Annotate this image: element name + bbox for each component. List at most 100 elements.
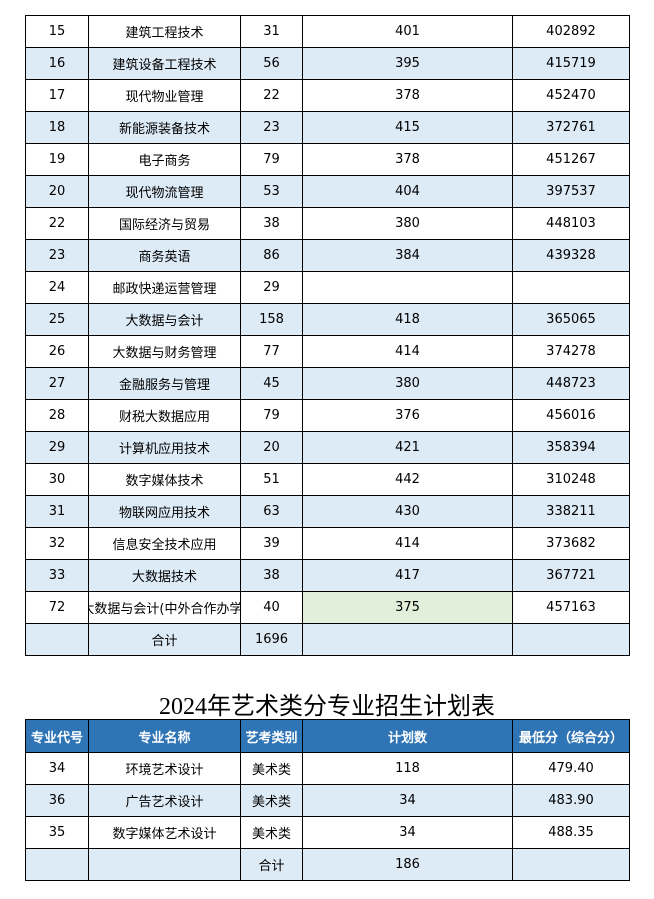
table-cell: 415719 (512, 47, 630, 80)
table-cell (302, 623, 513, 656)
table-cell: 24 (25, 271, 89, 304)
table-cell: 建筑工程技术 (88, 15, 241, 48)
table-cell: 338211 (512, 495, 630, 528)
table-cell: 大数据技术 (88, 559, 241, 592)
header-cell: 最低分（综合分） (512, 719, 630, 753)
table-cell: 35 (25, 816, 89, 849)
table-cell: 372761 (512, 111, 630, 144)
table-cell: 380 (302, 367, 513, 400)
table-cell (25, 623, 89, 656)
table-cell: 美术类 (240, 816, 303, 849)
table-cell: 452470 (512, 79, 630, 112)
table-cell: 118 (302, 752, 513, 785)
table-cell: 31 (25, 495, 89, 528)
table-cell: 483.90 (512, 784, 630, 817)
table-cell: 79 (240, 143, 303, 176)
table-cell: 376 (302, 399, 513, 432)
header-cell: 计划数 (302, 719, 513, 753)
table-cell: 395 (302, 47, 513, 80)
table-cell: 439328 (512, 239, 630, 272)
table-cell: 430 (302, 495, 513, 528)
table-cell: 38 (240, 207, 303, 240)
header-cell: 专业代号 (25, 719, 89, 753)
table-cell: 72 (25, 591, 89, 624)
table-cell: 金融服务与管理 (88, 367, 241, 400)
table-cell: 397537 (512, 175, 630, 208)
header-cell: 专业名称 (88, 719, 241, 753)
table-cell: 18 (25, 111, 89, 144)
table-cell: 457163 (512, 591, 630, 624)
table-cell: 17 (25, 79, 89, 112)
table-cell: 大数据与会计 (88, 303, 241, 336)
table-cell: 现代物流管理 (88, 175, 241, 208)
header-cell: 艺考类别 (240, 719, 303, 753)
table-cell: 29 (240, 271, 303, 304)
table-cell: 33 (25, 559, 89, 592)
table-cell: 29 (25, 431, 89, 464)
table-cell: 373682 (512, 527, 630, 560)
table-cell: 77 (240, 335, 303, 368)
table-cell (512, 271, 630, 304)
table-cell: 442 (302, 463, 513, 496)
table-cell: 财税大数据应用 (88, 399, 241, 432)
table-cell: 20 (25, 175, 89, 208)
table-cell: 56 (240, 47, 303, 80)
table-cell: 大数据与会计(中外合作办学) (88, 591, 241, 624)
table-cell: 451267 (512, 143, 630, 176)
table-cell: 15 (25, 15, 89, 48)
table-cell: 421 (302, 431, 513, 464)
table-cell: 32 (25, 527, 89, 560)
table-cell: 25 (25, 303, 89, 336)
table-cell: 计算机应用技术 (88, 431, 241, 464)
table-cell: 380 (302, 207, 513, 240)
table-cell: 374278 (512, 335, 630, 368)
table-cell: 448723 (512, 367, 630, 400)
table-cell: 34 (302, 816, 513, 849)
table-cell (512, 623, 630, 656)
table-cell: 456016 (512, 399, 630, 432)
table-cell: 国际经济与贸易 (88, 207, 241, 240)
table-cell: 16 (25, 47, 89, 80)
table-cell: 信息安全技术应用 (88, 527, 241, 560)
table-cell: 广告艺术设计 (88, 784, 241, 817)
table-cell: 22 (240, 79, 303, 112)
table-cell: 大数据与财务管理 (88, 335, 241, 368)
table-cell: 现代物业管理 (88, 79, 241, 112)
table-cell: 448103 (512, 207, 630, 240)
table-cell: 404 (302, 175, 513, 208)
table-cell: 数字媒体技术 (88, 463, 241, 496)
table-cell: 电子商务 (88, 143, 241, 176)
table-cell: 物联网应用技术 (88, 495, 241, 528)
table-cell (302, 271, 513, 304)
table-cell: 378 (302, 143, 513, 176)
table-cell: 22 (25, 207, 89, 240)
table-cell: 378 (302, 79, 513, 112)
table-title: 2024年艺术类分专业招生计划表 (159, 694, 495, 720)
table-cell: 415 (302, 111, 513, 144)
table-cell: 38 (240, 559, 303, 592)
table-cell: 美术类 (240, 752, 303, 785)
table-cell (25, 848, 89, 881)
table-cell: 39 (240, 527, 303, 560)
table-cell: 27 (25, 367, 89, 400)
table-cell: 建筑设备工程技术 (88, 47, 241, 80)
table-cell: 158 (240, 303, 303, 336)
table-cell: 402892 (512, 15, 630, 48)
table-cell: 79 (240, 399, 303, 432)
table-cell: 375 (302, 591, 513, 624)
table-cell: 20 (240, 431, 303, 464)
table-cell: 367721 (512, 559, 630, 592)
table-cell: 23 (240, 111, 303, 144)
table-cell: 邮政快递运营管理 (88, 271, 241, 304)
table-cell: 384 (302, 239, 513, 272)
table-cell: 新能源装备技术 (88, 111, 241, 144)
table-cell: 86 (240, 239, 303, 272)
table-cell: 26 (25, 335, 89, 368)
table-cell: 63 (240, 495, 303, 528)
table-cell (512, 848, 630, 881)
table-cell: 45 (240, 367, 303, 400)
table-cell (88, 848, 241, 881)
table-cell: 310248 (512, 463, 630, 496)
table-cell: 合计 (240, 848, 303, 881)
